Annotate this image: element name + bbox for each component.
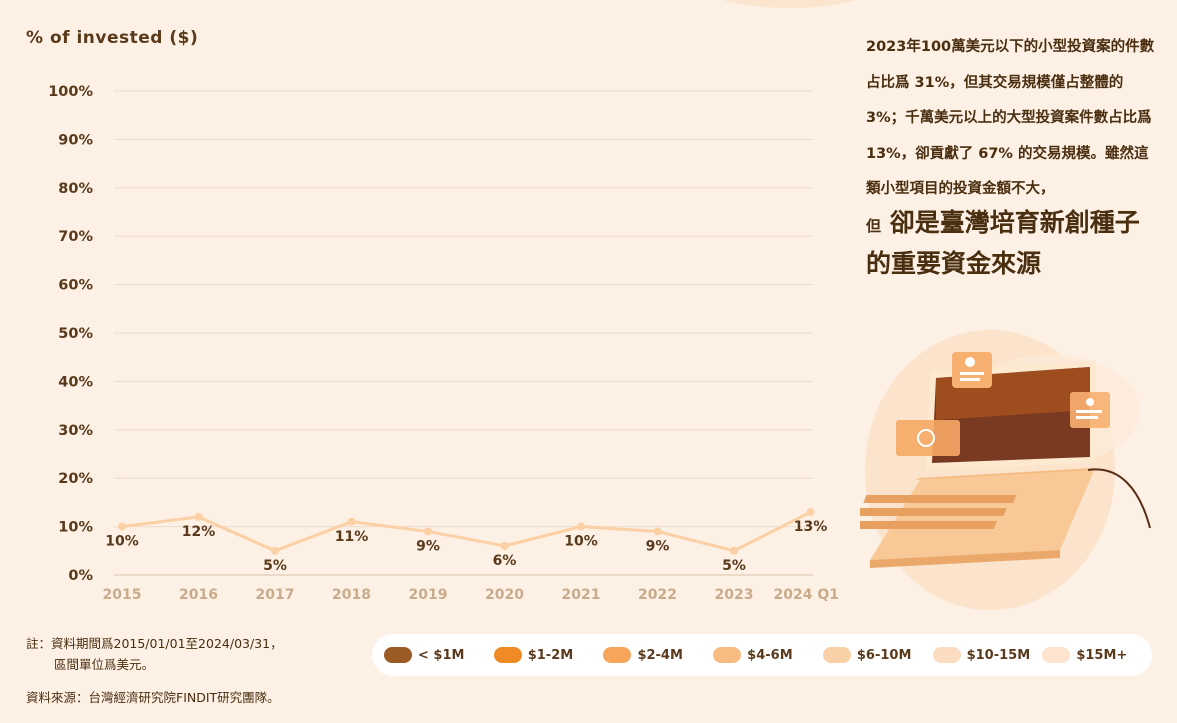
legend-swatch [1042, 647, 1071, 663]
grid-lines [114, 90, 813, 576]
y-tick-label: 100% [48, 84, 93, 100]
y-tick-label: 90% [58, 132, 93, 148]
laptop-illustration [860, 330, 1151, 610]
data-point [271, 546, 279, 555]
data-label: 10% [564, 534, 598, 550]
x-tick-label: 2020 [485, 587, 524, 603]
y-tick-label: 20% [58, 471, 93, 487]
data-point [347, 517, 356, 526]
legend-label: $1-2M [527, 647, 574, 663]
y-tick-label: 0% [68, 568, 93, 584]
legend-item: < $1M [384, 647, 494, 663]
line-chart: 0%10%20%30%40%50%60%70%80%90%100% 2015 20… [48, 84, 839, 603]
legend-label: $15M+ [1076, 647, 1128, 663]
x-tick-label: 2017 [256, 587, 295, 603]
y-tick-label: 70% [58, 229, 93, 245]
data-label: 11% [335, 529, 369, 545]
y-tick-label: 80% [58, 181, 93, 197]
y-tick-label: 40% [58, 374, 93, 390]
y-tick-label: 50% [58, 326, 93, 342]
y-tick-label: 10% [58, 520, 93, 536]
legend-swatch [713, 647, 742, 663]
x-tick-label: 2023 [715, 587, 754, 603]
x-tick-label: 2024 Q1 [774, 587, 839, 603]
side-highlight-prefix: 但 [866, 217, 882, 235]
footnote: 註：資料期間爲2015/01/01至2024/03/31， 區間單位爲美元。 [26, 633, 283, 675]
source-note: 資料來源：台灣經濟研究院FINDIT研究團隊。 [26, 690, 280, 705]
legend-item: $15M+ [1042, 647, 1152, 663]
top-decoration [700, 0, 880, 8]
x-tick-label: 2016 [179, 587, 218, 603]
legend-swatch [603, 647, 632, 663]
data-point [194, 512, 203, 521]
data-label: 13% [794, 519, 828, 535]
y-tick-label: 60% [58, 278, 93, 294]
x-tick-label: 2019 [409, 587, 448, 603]
data-labels: 10% 12% 5% 11% 9% 6% 10% 9% 5% 13% [105, 519, 827, 574]
side-highlight: 但 卻是臺灣培育新創種子的重要資金來源 [866, 204, 1156, 283]
data-label: 9% [646, 538, 670, 554]
x-tick-label: 2022 [638, 587, 677, 603]
y-axis-title: % of invested ($) [26, 28, 199, 48]
series-points [118, 508, 815, 555]
y-tick-label: 30% [58, 423, 93, 439]
side-description: 2023年100萬美元以下的小型投資案的件數占比爲 31%，但其交易規模僅占整體… [866, 39, 1155, 197]
data-label: 12% [182, 524, 216, 540]
data-point [653, 527, 662, 536]
side-highlight-text: 卻是臺灣培育新創種子的重要資金來源 [866, 208, 1140, 278]
legend-label: $2-4M [637, 647, 683, 663]
series-line-path [121, 510, 812, 553]
legend-label: $10-15M [966, 647, 1031, 663]
footnote-line-2: 區間單位爲美元。 [54, 657, 155, 672]
data-label: 5% [722, 558, 746, 574]
data-point [424, 527, 432, 536]
data-label: 6% [493, 553, 517, 569]
data-label: 10% [105, 534, 139, 550]
series-line [121, 510, 812, 553]
x-tick-label: 2015 [103, 587, 142, 603]
data-point [806, 508, 815, 517]
legend-item: $2-4M [603, 647, 713, 663]
x-tick-label: 2018 [332, 587, 371, 603]
legend-label: < $1M [418, 647, 465, 663]
legend-swatch [384, 647, 412, 663]
data-label: 9% [416, 538, 440, 554]
x-tick-labels: 2015 2016 2017 2018 2019 2020 2021 2022 2023 2024… [103, 587, 839, 603]
data-point [118, 522, 126, 531]
legend-swatch [822, 647, 851, 663]
legend-swatch [932, 647, 961, 663]
legend-item: $6-10M [822, 647, 933, 663]
legend-item: $4-6M [713, 647, 823, 663]
legend-item: $10-15M [932, 647, 1043, 663]
legend-item: $1-2M [493, 647, 604, 663]
y-tick-labels: 0% 10% 20% 30% 40% 50% 60% 70% 80% 90% 100% [48, 84, 93, 584]
data-point [730, 546, 738, 555]
legend: < $1M $1-2M $2-4M $4-6M $6-10M $10-15M $15M+ [372, 634, 1152, 676]
data-point [500, 541, 509, 550]
legend-swatch [493, 647, 522, 663]
data-label: 5% [263, 558, 287, 574]
x-tick-label: 2021 [562, 587, 601, 603]
legend-label: $6-10M [856, 647, 912, 663]
data-point [577, 522, 585, 531]
footnote-line-1: 註：資料期間爲2015/01/01至2024/03/31， [26, 636, 283, 651]
legend-label: $4-6M [747, 647, 793, 663]
